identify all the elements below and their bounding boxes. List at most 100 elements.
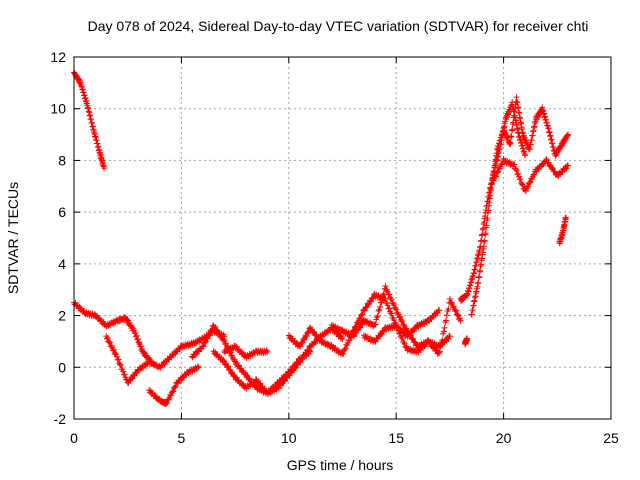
data-point [445, 306, 452, 313]
data-point [393, 306, 400, 313]
data-point [437, 343, 444, 350]
data-point [436, 350, 443, 357]
data-point [202, 339, 209, 346]
y-tick-label: 0 [58, 359, 66, 375]
data-point [507, 139, 514, 146]
data-point [464, 335, 471, 342]
x-tick-label: 25 [603, 430, 619, 446]
data-point [229, 352, 236, 359]
data-point [339, 350, 346, 357]
data-point [513, 94, 520, 101]
data-point [403, 325, 410, 332]
x-tick-label: 15 [388, 430, 404, 446]
data-point [543, 156, 550, 163]
data-point [137, 343, 144, 350]
data-point [136, 339, 143, 346]
data-point [454, 311, 461, 318]
data-point [374, 312, 381, 319]
data-point [380, 291, 387, 298]
series-track-n [556, 214, 569, 247]
data-point [448, 299, 455, 306]
data-point [519, 181, 526, 188]
data-point [101, 165, 108, 172]
data-point [397, 313, 404, 320]
data-point [522, 152, 529, 159]
y-tick-label: 10 [50, 101, 66, 117]
y-axis-ticks: -2 0 2 4 6 8 10 12 [50, 49, 611, 427]
data-point [133, 332, 140, 339]
data-point [311, 328, 318, 335]
data-point [286, 372, 293, 379]
data-point [443, 317, 450, 324]
data-point [117, 362, 124, 369]
data-point [385, 305, 392, 312]
data-point [482, 230, 489, 237]
data-point [407, 332, 414, 339]
data-point [526, 179, 533, 186]
data-point [387, 294, 394, 301]
data-point [492, 172, 499, 179]
data-point [164, 400, 171, 407]
data-point [439, 337, 446, 344]
data-point [208, 327, 215, 334]
data-points [71, 69, 572, 408]
data-point [340, 350, 347, 357]
series-track-l [468, 94, 572, 318]
data-point [515, 170, 522, 177]
y-tick-label: 8 [58, 152, 66, 168]
data-point [171, 384, 178, 391]
data-point [481, 237, 488, 244]
series-track-k [457, 99, 529, 304]
data-point [483, 222, 490, 229]
data-point [453, 307, 460, 314]
data-point [104, 334, 111, 341]
data-point [110, 346, 117, 353]
data-point [115, 356, 122, 363]
data-point [376, 306, 383, 313]
data-point [357, 324, 364, 331]
data-point [378, 299, 385, 306]
series-track-o [461, 335, 471, 348]
data-point [375, 307, 382, 314]
data-point [377, 303, 384, 310]
data-point [292, 365, 299, 372]
data-point [488, 186, 495, 193]
data-point [519, 181, 526, 188]
x-tick-label: 10 [281, 430, 297, 446]
data-point [220, 357, 227, 364]
x-tick-label: 5 [178, 430, 186, 446]
data-point [303, 350, 310, 357]
data-point [303, 333, 310, 340]
data-point [512, 166, 519, 173]
data-point [132, 330, 139, 337]
y-tick-label: -2 [54, 411, 67, 427]
data-point [494, 169, 501, 176]
y-tick-label: 2 [58, 308, 66, 324]
data-point [476, 273, 483, 280]
data-point [257, 380, 264, 387]
x-tick-label: 20 [496, 430, 512, 446]
data-point [442, 319, 449, 326]
data-point [214, 327, 221, 334]
data-point [562, 214, 569, 221]
data-point [382, 295, 389, 302]
data-point [374, 314, 381, 321]
data-point [511, 161, 518, 168]
data-point [399, 335, 406, 342]
data-point [522, 187, 529, 194]
data-point [342, 345, 349, 352]
series-track-j [360, 295, 464, 357]
data-point [120, 371, 127, 378]
y-tick-label: 4 [58, 256, 66, 272]
data-point [446, 295, 453, 302]
plot-frame [73, 56, 612, 420]
data-point [446, 333, 453, 340]
data-point [200, 343, 207, 350]
data-point [275, 385, 282, 392]
data-point [206, 331, 213, 338]
data-point [140, 349, 147, 356]
data-point [367, 298, 374, 305]
y-tick-label: 6 [58, 204, 66, 220]
data-point [361, 307, 368, 314]
